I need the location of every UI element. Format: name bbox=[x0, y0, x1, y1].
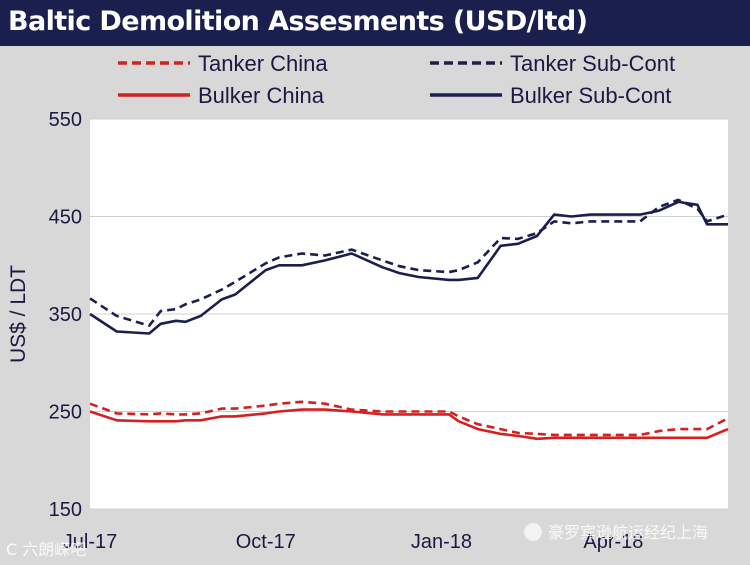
x-tick-label-apr-18: Apr-18 bbox=[583, 531, 643, 553]
y-axis-ticks: 150 250 350 450 550 bbox=[49, 109, 82, 521]
wechat-icon bbox=[524, 523, 542, 541]
series-line-tanker-sub-cont bbox=[89, 198, 729, 328]
watermark-right-group: 豪罗宾逊航运经纪上海 bbox=[524, 523, 708, 542]
x-tick-label-jan-18: Jan-18 bbox=[411, 531, 472, 553]
chart-title: Baltic Demolition Assesments (USD/ltd) bbox=[8, 6, 588, 37]
y-tick-label-250: 250 bbox=[49, 402, 82, 424]
legend: Tanker China Tanker Sub-Cont Bulker Chin… bbox=[118, 51, 675, 108]
y-tick-label-550: 550 bbox=[49, 109, 82, 131]
y-axis-label: US$ / LDT bbox=[7, 265, 30, 363]
legend-label-tanker-sub-cont: Tanker Sub-Cont bbox=[510, 51, 675, 76]
y-tick-label-350: 350 bbox=[49, 304, 82, 326]
legend-item-tanker-sub-cont: Tanker Sub-Cont bbox=[430, 51, 675, 76]
series-line-tanker-china bbox=[89, 400, 729, 437]
x-axis-ticks: Jul-17 Oct-17 Jan-18 Apr-18 bbox=[63, 531, 644, 553]
y-tick-label-450: 450 bbox=[49, 207, 82, 229]
legend-label-tanker-china: Tanker China bbox=[198, 51, 328, 76]
legend-item-bulker-sub-cont: Bulker Sub-Cont bbox=[430, 83, 671, 108]
series-line-bulker-china bbox=[89, 408, 729, 441]
legend-item-bulker-china: Bulker China bbox=[118, 83, 325, 108]
legend-label-bulker-china: Bulker China bbox=[198, 83, 325, 108]
legend-item-tanker-china: Tanker China bbox=[118, 51, 328, 76]
watermark-right: 豪罗宾逊航运经纪上海 bbox=[548, 523, 708, 542]
legend-label-bulker-sub-cont: Bulker Sub-Cont bbox=[510, 83, 671, 108]
series-layer bbox=[89, 198, 729, 441]
title-bar: Baltic Demolition Assesments (USD/ltd) bbox=[0, 0, 750, 46]
gridlines bbox=[90, 118, 728, 510]
watermark-left: C 六朗嵘吧 bbox=[6, 540, 86, 559]
x-tick-label-jul-17: Jul-17 bbox=[63, 531, 117, 553]
x-tick-label-oct-17: Oct-17 bbox=[236, 531, 296, 553]
chart-area: Tanker China Tanker Sub-Cont Bulker Chin… bbox=[6, 51, 729, 559]
y-tick-label-150: 150 bbox=[49, 499, 82, 521]
series-line-bulker-sub-cont bbox=[89, 200, 728, 335]
